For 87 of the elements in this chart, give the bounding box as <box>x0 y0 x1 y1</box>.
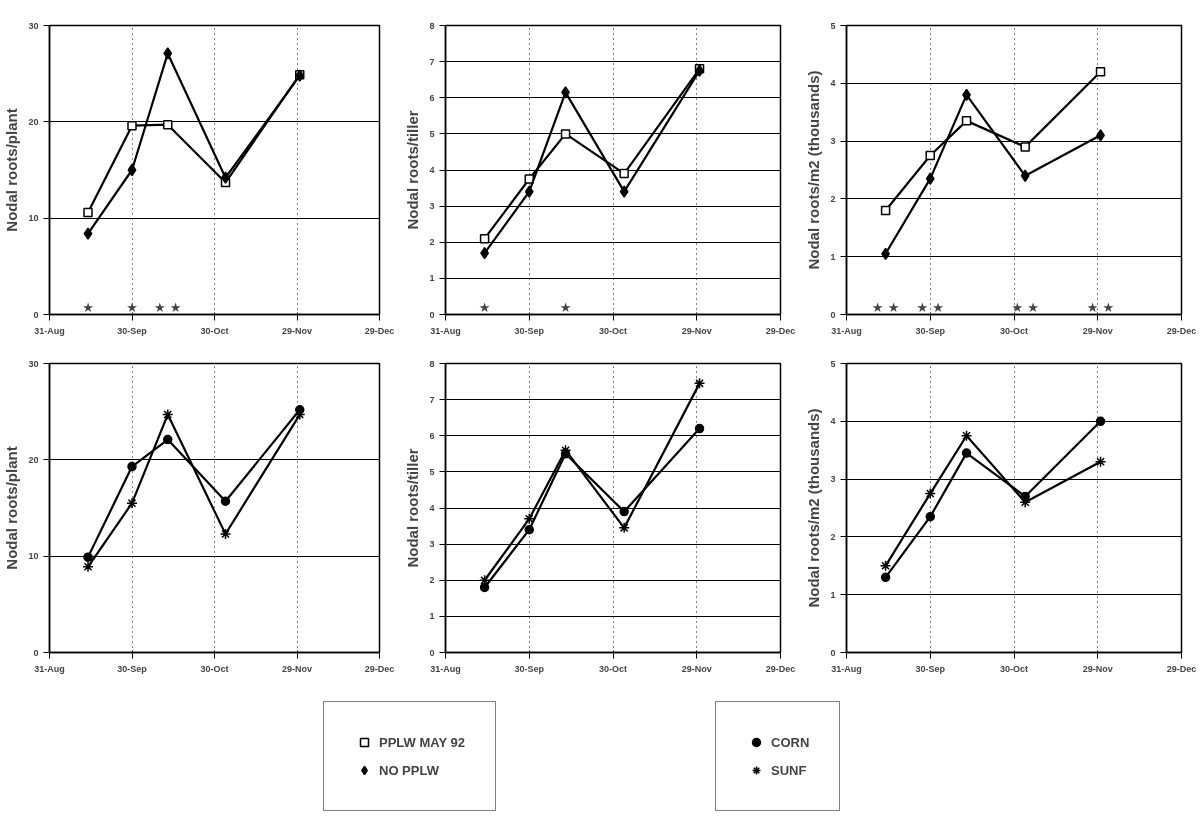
y-tick-label: 1 <box>830 251 836 262</box>
x-tick-label: 29-Nov <box>1082 325 1113 336</box>
y-tick-label: 0 <box>830 309 836 320</box>
x-tick-label: 29-Dec <box>364 325 395 336</box>
annotation: ★ ★ <box>154 299 182 315</box>
y-tick-label: 20 <box>28 116 39 127</box>
x-tick-label: 31-Aug <box>430 663 461 674</box>
x-tick-label: 31-Aug <box>34 325 65 336</box>
y-tick-label: 8 <box>429 358 435 369</box>
y-axis-title: Nodal roots/m2 (thousands) <box>805 408 823 608</box>
y-tick-label: 1 <box>830 589 836 600</box>
y-tick-label: 3 <box>429 539 435 550</box>
legend-label: PPLW MAY 92 <box>379 734 465 750</box>
y-tick-label: 4 <box>429 165 435 175</box>
x-tick-label: 31-Aug <box>430 325 461 336</box>
annotation: ★ <box>82 299 94 315</box>
x-tick-label: 29-Dec <box>364 663 395 674</box>
y-tick-label: 5 <box>429 466 435 477</box>
y-tick-label: 3 <box>429 201 435 212</box>
y-tick-label: 0 <box>429 647 435 658</box>
y-tick-label: 30 <box>28 358 39 369</box>
x-tick-label: 30-Oct <box>999 663 1029 674</box>
annotation: ★ <box>559 299 572 315</box>
y-tick-label: 6 <box>429 430 435 441</box>
x-tick-label: 31-Aug <box>831 663 862 674</box>
y-axis-title: Nodal roots/tiller <box>404 110 422 230</box>
y-axis-title: Nodal roots/plant <box>3 108 21 232</box>
y-tick-label: 2 <box>429 237 435 248</box>
y-tick-label: 2 <box>429 575 435 586</box>
y-tick-label: 30 <box>28 20 39 31</box>
y-tick-label: 6 <box>429 92 435 103</box>
y-tick-label: 20 <box>28 454 39 465</box>
y-tick-label: 1 <box>429 611 435 622</box>
x-tick-label: 29-Dec <box>1166 325 1197 336</box>
x-tick-label: 29-Dec <box>1166 663 1197 674</box>
x-tick-label: 31-Aug <box>831 325 862 336</box>
y-tick-label: 2 <box>830 531 836 542</box>
y-tick-label: 4 <box>429 503 435 513</box>
y-tick-label: 10 <box>28 551 39 562</box>
x-tick-label: 30-Sep <box>514 663 545 674</box>
x-tick-label: 29-Dec <box>765 663 796 674</box>
y-tick-label: 8 <box>429 20 435 31</box>
x-tick-label: 30-Oct <box>200 325 229 336</box>
y-tick-label: 4 <box>830 416 836 427</box>
y-tick-label: 5 <box>830 358 836 369</box>
x-tick-label: 30-Sep <box>117 325 148 336</box>
x-tick-label: 30-Sep <box>915 325 946 336</box>
x-tick-label: 30-Sep <box>915 663 946 674</box>
y-axis-title: Nodal roots/plant <box>3 446 21 570</box>
y-tick-label: 5 <box>429 128 435 139</box>
x-tick-label: 29-Nov <box>281 325 313 336</box>
annotation: ★ ★ <box>871 299 900 315</box>
y-axis-title: Nodal roots/m2 (thousands) <box>805 70 823 270</box>
x-tick-label: 29-Nov <box>681 325 712 336</box>
y-tick-label: 5 <box>830 20 836 31</box>
y-tick-label: 3 <box>830 474 836 485</box>
y-tick-label: 0 <box>830 647 836 658</box>
annotation: ★ <box>478 299 491 315</box>
y-tick-label: 4 <box>830 78 836 89</box>
x-tick-label: 30-Sep <box>117 663 148 674</box>
annotation: ★ <box>126 299 138 315</box>
y-tick-label: 2 <box>830 193 836 204</box>
x-tick-label: 30-Oct <box>598 663 628 674</box>
annotation: ★ ★ <box>916 299 944 315</box>
x-tick-label: 30-Oct <box>999 325 1029 336</box>
y-tick-label: 7 <box>429 394 435 405</box>
x-tick-label: 30-Oct <box>200 663 229 674</box>
legend-label: NO PPLW <box>379 762 439 778</box>
y-tick-label: 0 <box>33 647 39 658</box>
annotation: ★ ★ <box>1011 299 1039 315</box>
annotation: ★ ★ <box>1086 299 1115 315</box>
y-tick-label: 3 <box>830 136 836 147</box>
legend-label: SUNF <box>771 762 807 778</box>
x-tick-label: 29-Nov <box>1082 663 1113 674</box>
y-axis-title: Nodal roots/tiller <box>404 448 422 568</box>
x-tick-label: 29-Nov <box>281 663 313 674</box>
y-tick-label: 7 <box>429 56 435 67</box>
x-tick-label: 29-Dec <box>765 325 796 336</box>
legend-label: CORN <box>771 734 810 750</box>
x-tick-label: 29-Nov <box>681 663 712 674</box>
x-tick-label: 30-Sep <box>514 325 545 336</box>
x-tick-label: 31-Aug <box>34 663 65 674</box>
y-tick-label: 0 <box>429 309 435 320</box>
y-tick-label: 10 <box>28 213 39 224</box>
y-tick-label: 1 <box>429 273 435 284</box>
y-tick-label: 0 <box>33 309 39 320</box>
x-tick-label: 30-Oct <box>598 325 628 336</box>
